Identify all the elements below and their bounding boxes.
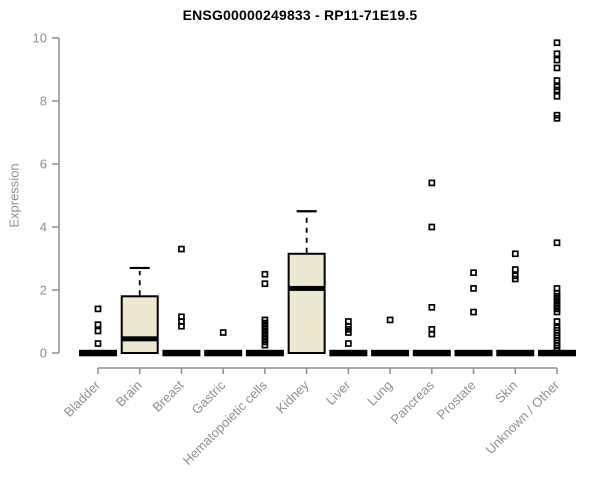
zero-box-prostate: [454, 349, 493, 357]
y-tick-label: 2: [40, 283, 47, 298]
chart-title: ENSG00000249833 - RP11-71E19.5: [182, 7, 418, 23]
outlier-point: [553, 77, 561, 84]
y-tick-label: 10: [33, 31, 47, 46]
outlier-point: [553, 239, 561, 247]
outlier-point: [261, 270, 269, 278]
x-tick-label: Unknown / Other: [483, 377, 563, 457]
outlier-point: [511, 266, 519, 273]
outlier-point: [345, 340, 352, 347]
outlier-point: [470, 269, 477, 277]
x-tick-label: Brain: [113, 378, 145, 410]
zero-box-breast: [162, 349, 201, 357]
outlier-point: [261, 280, 269, 288]
outlier-point: [178, 322, 185, 330]
outlier-point: [553, 114, 561, 122]
outlier-point: [553, 64, 561, 72]
x-tick-label: Pancreas: [387, 377, 437, 427]
x-tick-label: Liver: [323, 377, 354, 408]
outlier-point: [553, 86, 561, 94]
box-brain: [120, 295, 159, 354]
x-tick-label: Bladder: [61, 377, 104, 420]
outlier-point: [345, 329, 352, 336]
outlier-point: [470, 285, 477, 292]
outlier-point: [553, 92, 561, 100]
median-line: [121, 336, 158, 342]
x-tick-label: Kidney: [273, 377, 312, 416]
zero-box-bladder: [79, 349, 117, 357]
outlier-point: [428, 330, 436, 338]
outlier-point: [428, 303, 436, 311]
zero-box-skin: [496, 349, 535, 357]
outlier-point: [219, 329, 227, 336]
x-tick-label: Gastric: [189, 377, 229, 417]
x-tick-label: Lung: [364, 378, 395, 409]
outlier-point: [386, 316, 394, 324]
outlier-point: [94, 340, 102, 347]
median-line: [288, 285, 325, 291]
x-tick-label: Skin: [492, 378, 520, 406]
outlier-point: [94, 321, 102, 328]
outlier-point: [178, 245, 185, 253]
outlier-point: [511, 250, 519, 258]
outlier-point: [553, 318, 561, 325]
outlier-point: [553, 56, 561, 64]
x-tick-label: Breast: [149, 377, 186, 414]
y-tick-label: 8: [40, 94, 47, 109]
zero-box-hematopoietic-cells: [245, 349, 284, 357]
zero-box-lung: [371, 349, 410, 357]
outlier-point: [94, 327, 102, 335]
box-kidney: [287, 252, 326, 354]
outlier-point: [553, 39, 561, 47]
outlier-point: [553, 308, 561, 316]
outlier-point: [470, 308, 477, 316]
outlier-point: [511, 275, 519, 283]
outlier-point: [553, 347, 561, 354]
zero-box-gastric: [204, 349, 243, 357]
y-tick-label: 6: [40, 157, 47, 172]
x-tick-label: Prostate: [434, 378, 479, 423]
outlier-point: [94, 305, 102, 313]
zero-box-liver: [329, 349, 368, 357]
zero-box-pancreas: [412, 349, 451, 357]
outlier-point: [428, 179, 436, 187]
y-tick-label: 0: [40, 346, 47, 361]
outlier-point: [553, 50, 561, 58]
outlier-point: [428, 223, 436, 231]
y-tick-label: 4: [40, 220, 47, 235]
outlier-point: [261, 341, 269, 349]
